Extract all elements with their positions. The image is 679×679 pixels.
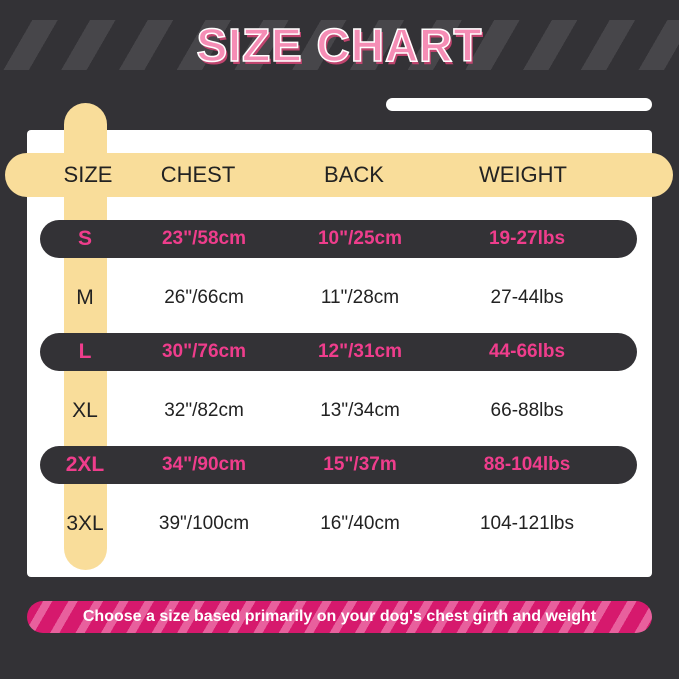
table-row: S 23"/58cm 10"/25cm 19-27lbs: [40, 220, 637, 258]
cell-chest: 34"/90cm: [161, 454, 247, 475]
cell-weight: 19-27lbs: [488, 228, 566, 249]
table-row: L 30"/76cm 12"/31cm 44-66lbs: [40, 333, 637, 371]
cell-weight: 44-66lbs: [488, 341, 566, 362]
cell-size: M: [76, 286, 94, 309]
cell-chest: 23"/58cm: [161, 228, 247, 249]
page-title: SIZE CHART: [196, 18, 483, 72]
header-chest: CHEST: [160, 162, 236, 187]
cell-chest: 30"/76cm: [161, 341, 247, 362]
cell-chest: 26"/66cm: [164, 287, 244, 308]
cell-size: 2XL: [65, 453, 105, 476]
header-stripes: [0, 20, 679, 70]
table-row: 3XL 39"/100cm 16"/40cm 104-121lbs: [40, 505, 637, 543]
header-size: SIZE: [63, 162, 113, 187]
cell-weight: 66-88lbs: [490, 400, 564, 421]
cell-back: 16"/40cm: [320, 513, 400, 534]
cell-weight: 27-44lbs: [490, 287, 564, 308]
cell-size: XL: [72, 399, 98, 422]
cell-back: 11"/28cm: [320, 287, 400, 308]
cell-back: 13"/34cm: [320, 400, 400, 421]
sizing-note-banner: Choose a size based primarily on your do…: [27, 601, 652, 633]
table-row: M 26"/66cm 11"/28cm 27-44lbs: [40, 279, 637, 317]
decorative-bar: [386, 98, 652, 111]
cell-weight: 104-121lbs: [479, 513, 575, 534]
cell-chest: 32"/82cm: [164, 400, 244, 421]
cell-back: 12"/31cm: [317, 341, 403, 362]
cell-weight: 88-104lbs: [483, 454, 571, 475]
cell-size: S: [77, 227, 93, 250]
header-weight: WEIGHT: [479, 162, 567, 187]
cell-size: L: [78, 340, 92, 363]
cell-back: 10"/25cm: [317, 228, 403, 249]
table-row: 2XL 34"/90cm 15"/37m 88-104lbs: [40, 446, 637, 484]
cell-chest: 39"/100cm: [158, 513, 250, 534]
header-row: SIZE CHEST BACK WEIGHT: [40, 153, 637, 197]
cell-back: 15"/37m: [323, 454, 397, 475]
table-header: [5, 153, 673, 197]
cell-size: 3XL: [66, 512, 104, 535]
table-row: XL 32"/82cm 13"/34cm 66-88lbs: [40, 392, 637, 430]
header-back: BACK: [324, 162, 384, 187]
